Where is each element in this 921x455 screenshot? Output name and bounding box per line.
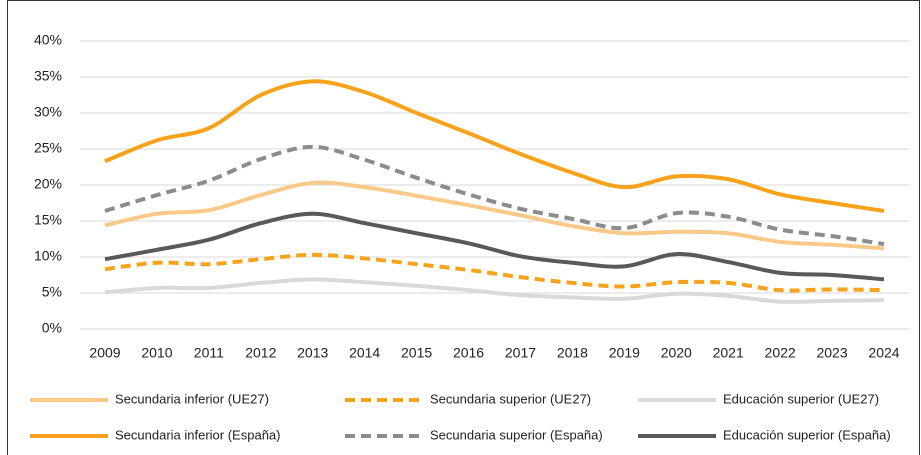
x-tick-label: 2024 (868, 345, 899, 361)
x-tick-label: 2017 (505, 345, 536, 361)
legend-label: Secundaria superior (UE27) (430, 391, 591, 406)
x-tick-label: 2021 (713, 345, 744, 361)
y-tick-label: 35% (34, 68, 62, 84)
legend-label: Educación superior (UE27) (723, 391, 879, 406)
series-line (104, 277, 885, 304)
legend: Secundaria inferior (UE27) Secundaria sup… (30, 391, 891, 442)
x-tick-label: 2009 (89, 345, 120, 361)
y-tick-label: 25% (34, 140, 62, 156)
x-tick-label: 2011 (194, 345, 224, 361)
series-line (104, 180, 885, 251)
y-tick-label: 5% (42, 284, 62, 300)
series-line (104, 79, 885, 213)
x-tick-label: 2020 (661, 345, 692, 361)
series-line (104, 252, 885, 293)
y-tick-label: 30% (34, 104, 62, 120)
x-tick-label: 2012 (245, 345, 276, 361)
legend-label: Educación superior (España) (723, 427, 891, 442)
x-tick-label: 2010 (141, 345, 172, 361)
x-tick-label: 2014 (349, 345, 380, 361)
x-tick-label: 2019 (609, 345, 640, 361)
y-tick-label: 15% (34, 212, 62, 228)
x-tick-label: 2018 (557, 345, 588, 361)
x-tick-label: 2015 (401, 345, 432, 361)
x-tick-label: 2016 (453, 345, 484, 361)
y-tick-label: 20% (34, 176, 62, 192)
frame (7, 0, 920, 455)
series-line (104, 211, 885, 282)
x-tick-label: 2023 (816, 345, 847, 361)
x-tick-label: 2022 (765, 345, 796, 361)
legend-label: Secundaria inferior (UE27) (115, 391, 269, 406)
y-tick-label: 0% (42, 320, 62, 336)
series-line (104, 144, 885, 247)
legend-label: Secundaria inferior (España) (115, 427, 280, 442)
y-tick-label: 10% (34, 248, 62, 264)
x-tick-label: 2013 (297, 345, 328, 361)
y-tick-label: 40% (34, 32, 62, 48)
legend-label: Secundaria superior (España) (430, 427, 603, 442)
